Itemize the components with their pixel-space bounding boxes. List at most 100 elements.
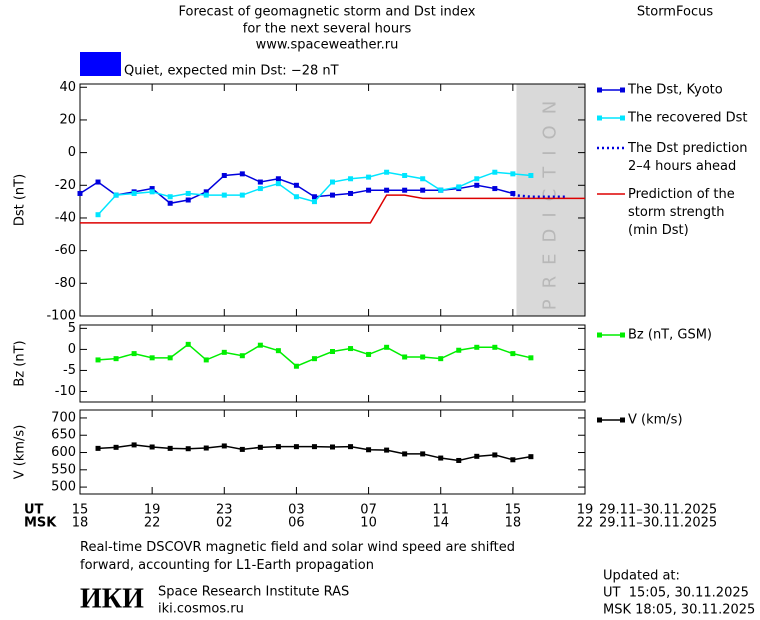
x-tick-label: 23 — [216, 503, 233, 518]
data-point — [131, 190, 137, 196]
x2-tick-label: 18 — [72, 516, 89, 531]
legend-marker — [620, 332, 625, 338]
x-tick-label: 11 — [432, 503, 449, 518]
status: Quiet, expected min Dst: −28 nT — [124, 64, 339, 79]
data-point — [456, 457, 462, 463]
data-point — [95, 212, 101, 218]
data-point — [348, 176, 354, 182]
data-point — [203, 445, 209, 451]
data-point — [257, 186, 263, 192]
data-point — [420, 176, 426, 182]
data-point — [185, 197, 191, 203]
updated-title: Updated at: — [603, 569, 680, 584]
data-point — [293, 444, 299, 450]
y-tick-label: -40 — [55, 210, 76, 225]
data-point — [203, 357, 209, 363]
data-point — [311, 199, 317, 205]
y-tick-label: 5 — [68, 321, 76, 336]
site: iki.cosmos.ru — [158, 602, 244, 617]
data-point — [510, 457, 516, 463]
logo: ИКИ — [80, 583, 144, 614]
data-point — [420, 451, 426, 457]
institute: Space Research Institute RAS — [158, 585, 349, 600]
data-point — [293, 363, 299, 369]
data-point — [492, 186, 498, 192]
data-point — [510, 171, 516, 177]
data-point — [149, 186, 155, 192]
data-point — [420, 187, 426, 193]
data-point — [113, 444, 119, 450]
data-point — [402, 354, 408, 360]
updated-msk: MSK 18:05, 30.11.2025 — [603, 603, 755, 618]
y-tick-label: -80 — [55, 276, 76, 291]
y-tick-label: -10 — [55, 384, 76, 399]
date-range: 29.11–30.11.2025 — [599, 516, 717, 531]
data-point — [167, 445, 173, 451]
data-point — [149, 189, 155, 195]
x-axis-label: UT — [24, 503, 44, 518]
updated-ut: UT 15:05, 30.11.2025 — [603, 586, 749, 601]
x-tick-label: 03 — [288, 503, 305, 518]
y-tick-label: 0 — [68, 342, 76, 357]
series-line — [512, 193, 567, 198]
data-point — [275, 181, 281, 187]
data-point — [257, 179, 263, 185]
data-point — [77, 190, 83, 196]
data-point — [438, 356, 444, 362]
x-tick-label: 19 — [577, 503, 594, 518]
y-tick-label: -100 — [46, 309, 76, 324]
data-point — [311, 444, 317, 450]
data-point — [492, 344, 498, 350]
data-point — [167, 200, 173, 206]
data-point — [239, 192, 245, 198]
data-point — [203, 189, 209, 195]
data-point — [366, 174, 372, 180]
data-point — [384, 169, 390, 175]
series-line — [97, 343, 532, 368]
note: Real-time DSCOVR magnetic field and sola… — [80, 540, 515, 573]
data-point — [113, 192, 119, 198]
data-point — [221, 349, 227, 355]
data-point — [474, 182, 480, 188]
x2-axis-label: MSK — [24, 516, 57, 531]
date-range: 29.11–30.11.2025 — [599, 503, 717, 518]
legend-marker — [620, 87, 625, 93]
data-point — [275, 176, 281, 182]
data-point — [275, 348, 281, 354]
data-point — [330, 444, 335, 450]
data-point — [384, 447, 390, 453]
legend-label: Prediction of the storm strength (min Dst) — [628, 187, 735, 238]
x-tick-label: 19 — [144, 503, 161, 518]
data-point — [474, 453, 480, 459]
data-point — [492, 452, 498, 458]
legend-label: The Dst prediction 2–4 hours ahead — [627, 141, 748, 174]
legend-marker — [597, 332, 602, 338]
x2-tick-label: 22 — [577, 516, 594, 531]
legend-marker — [620, 115, 625, 121]
data-point — [474, 176, 480, 182]
legend-label: Bz (nT, GSM) — [628, 328, 712, 343]
data-point — [95, 445, 101, 451]
data-point — [167, 355, 173, 361]
data-point — [203, 192, 209, 198]
panel-frame — [79, 83, 586, 317]
data-point — [402, 172, 408, 178]
y-tick-label: 500 — [51, 480, 76, 495]
data-point — [95, 179, 101, 185]
legend-label: V (km/s) — [628, 413, 683, 428]
data-point — [185, 190, 191, 196]
legend-label: The recovered Dst — [627, 111, 747, 126]
panel-frame — [79, 409, 586, 495]
title: Forecast of geomagnetic storm and Dst in… — [178, 5, 475, 20]
y-axis-label: Bz (nT) — [13, 340, 28, 386]
data-point — [528, 172, 534, 178]
data-point — [221, 443, 227, 449]
data-point — [167, 194, 173, 200]
data-point — [185, 446, 191, 452]
data-point — [348, 444, 354, 450]
data-point — [348, 346, 354, 352]
y-tick-label: -5 — [63, 363, 76, 378]
panel-frame — [79, 324, 586, 403]
data-point — [330, 192, 335, 198]
